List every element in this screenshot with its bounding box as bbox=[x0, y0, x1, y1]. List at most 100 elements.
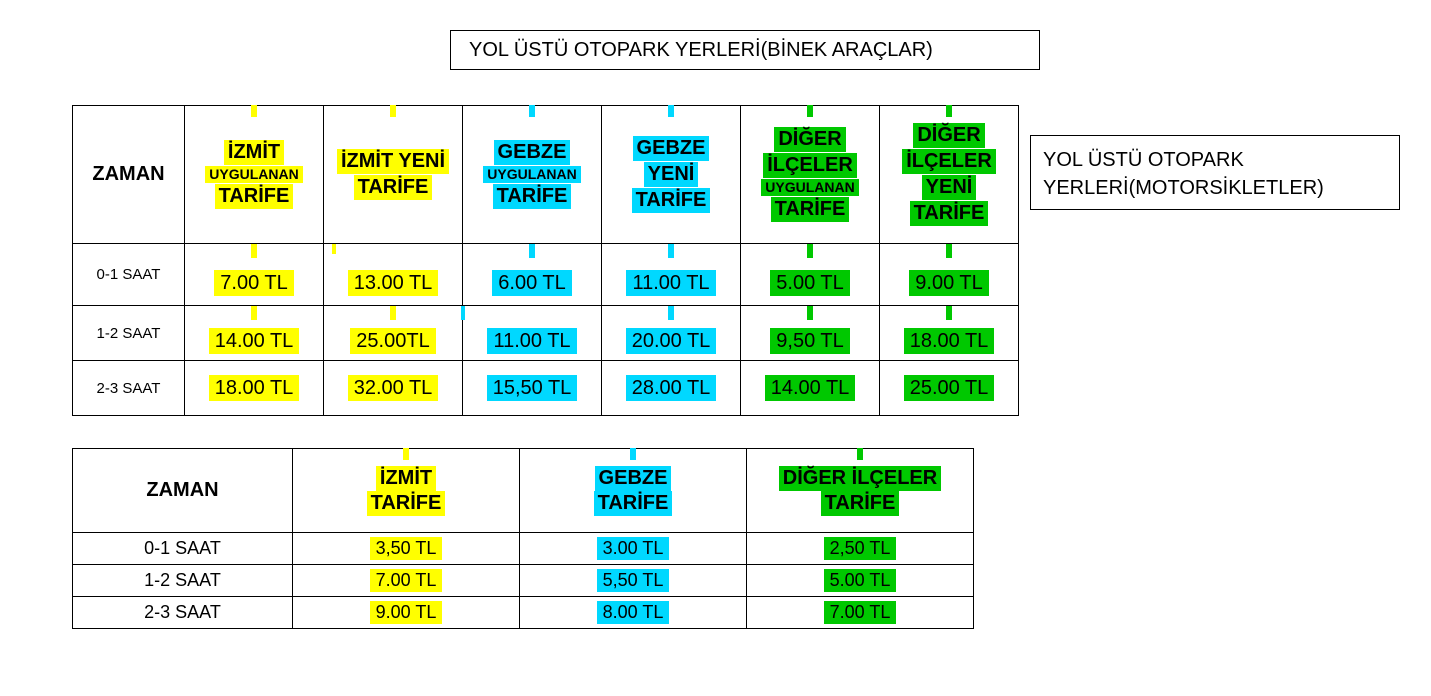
time-label: 2-3 SAAT bbox=[73, 597, 293, 629]
price-value: 5.00 TL bbox=[824, 569, 897, 592]
title-box: YOL ÜSTÜ OTOPARK YERLERİ(BİNEK ARAÇLAR) bbox=[450, 30, 1040, 70]
tick-icon bbox=[390, 105, 396, 117]
col-head-gebze-tarife: GEBZETARİFE bbox=[520, 449, 747, 533]
col-head-izmit-uygulanan: İZMİTUYGULANANTARİFE bbox=[185, 106, 324, 244]
col-head-diger-yeni: DİĞERİLÇELERYENİTARİFE bbox=[880, 106, 1019, 244]
price-cell: 14.00 TL bbox=[185, 306, 324, 361]
page: YOL ÜSTÜ OTOPARK YERLERİ(BİNEK ARAÇLAR) … bbox=[0, 0, 1431, 696]
price-value: 13.00 TL bbox=[348, 270, 439, 296]
col-head-line: İLÇELER bbox=[763, 153, 857, 178]
price-cell: 7.00 TL bbox=[747, 597, 974, 629]
price-cell: 32.00 TL bbox=[324, 361, 463, 416]
col-head-line: TARİFE bbox=[771, 197, 850, 222]
table-row: 0-1 SAAT7.00 TL13.00 TL6.00 TL11.00 TL5.… bbox=[73, 244, 1019, 306]
price-value: 18.00 TL bbox=[209, 375, 300, 401]
price-cell: 3.00 TL bbox=[520, 533, 747, 565]
col-head-lines: DİĞERİLÇELERUYGULANANTARİFE bbox=[742, 127, 878, 223]
title-text: YOL ÜSTÜ OTOPARK YERLERİ(BİNEK ARAÇLAR) bbox=[469, 39, 933, 62]
table-row: 2-3 SAAT 18.00 TL 32.00 TL15,50 TL 28.00 TL… bbox=[73, 361, 1019, 416]
col-head-lines: DİĞER İLÇELERTARİFE bbox=[748, 466, 972, 516]
col-head-lines: İZMİTTARİFE bbox=[294, 466, 518, 516]
price-value: 6.00 TL bbox=[492, 270, 571, 296]
col-head-line: TARİFE bbox=[821, 491, 900, 516]
time-label: 1-2 SAAT bbox=[73, 565, 293, 597]
price-cell: 15,50 TL bbox=[463, 361, 602, 416]
price-cell: 20.00 TL bbox=[602, 306, 741, 361]
price-value: 11.00 TL bbox=[626, 270, 715, 296]
price-value: 7.00 TL bbox=[370, 569, 443, 592]
col-head-line: DİĞER bbox=[913, 123, 984, 148]
price-value: 9.00 TL bbox=[909, 270, 988, 296]
col-head-line: UYGULANAN bbox=[205, 166, 302, 184]
col-head-lines: DİĞERİLÇELERYENİTARİFE bbox=[881, 123, 1017, 226]
tick-icon bbox=[807, 105, 813, 117]
price-cell: 11.00 TL bbox=[463, 306, 602, 361]
price-cell: 9,50 TL bbox=[741, 306, 880, 361]
price-value: 20.00 TL bbox=[626, 328, 717, 354]
side-box-text: YOL ÜSTÜ OTOPARK YERLERİ(MOTORSİKLETLER) bbox=[1043, 149, 1324, 199]
tick-icon bbox=[946, 306, 952, 320]
tick-icon bbox=[668, 306, 674, 320]
tick-icon bbox=[630, 448, 636, 460]
col-head-line: İZMİT bbox=[224, 140, 284, 165]
price-value: 5,50 TL bbox=[597, 569, 670, 592]
time-label: 1-2 SAAT bbox=[73, 306, 185, 361]
price-cell: 13.00 TL bbox=[324, 244, 463, 306]
price-cell: 5.00 TL bbox=[747, 565, 974, 597]
price-value: 7.00 TL bbox=[824, 601, 897, 624]
price-cell: 6.00 TL bbox=[463, 244, 602, 306]
tick-icon bbox=[251, 306, 257, 320]
tick-icon bbox=[390, 306, 396, 320]
price-cell: 8.00 TL bbox=[520, 597, 747, 629]
col-head-lines: İZMİTUYGULANANTARİFE bbox=[186, 140, 322, 210]
side-box: YOL ÜSTÜ OTOPARK YERLERİ(MOTORSİKLETLER) bbox=[1030, 135, 1400, 210]
price-cell: 5,50 TL bbox=[520, 565, 747, 597]
tick-icon bbox=[529, 244, 535, 258]
table-cars-header-row: ZAMAN İZMİTUYGULANANTARİFEİZMİT YENİTARİ… bbox=[73, 106, 1019, 244]
col-head-line: DİĞER bbox=[774, 127, 845, 152]
tick-icon bbox=[332, 244, 336, 254]
col-head-lines: GEBZETARİFE bbox=[521, 466, 745, 516]
price-cell: 25.00TL bbox=[324, 306, 463, 361]
col-head-diger-uygulanan: DİĞERİLÇELERUYGULANANTARİFE bbox=[741, 106, 880, 244]
table-moto: ZAMAN İZMİTTARİFEGEBZETARİFEDİĞER İLÇELE… bbox=[72, 448, 974, 629]
col-head-line: İZMİT bbox=[376, 466, 436, 491]
price-cell: 3,50 TL bbox=[293, 533, 520, 565]
tick-icon bbox=[251, 244, 257, 258]
price-cell: 7.00 TL bbox=[293, 565, 520, 597]
col-head-line: TARİFE bbox=[594, 491, 673, 516]
time-label: 2-3 SAAT bbox=[73, 361, 185, 416]
col-head-line: GEBZE bbox=[494, 140, 571, 165]
price-value: 28.00 TL bbox=[626, 375, 717, 401]
col-head-diger-tarife: DİĞER İLÇELERTARİFE bbox=[747, 449, 974, 533]
price-cell: 11.00 TL bbox=[602, 244, 741, 306]
col-head-izmit-yeni: İZMİT YENİTARİFE bbox=[324, 106, 463, 244]
tick-icon bbox=[403, 448, 409, 460]
table-row: 0-1 SAAT3,50 TL3.00 TL2,50 TL bbox=[73, 533, 974, 565]
col-head-gebze-uygulanan: GEBZEUYGULANANTARİFE bbox=[463, 106, 602, 244]
col-head-gebze-yeni: GEBZEYENİTARİFE bbox=[602, 106, 741, 244]
col-head-line: TARİFE bbox=[354, 175, 433, 200]
col-head-lines: İZMİT YENİTARİFE bbox=[325, 149, 461, 200]
price-cell: 28.00 TL bbox=[602, 361, 741, 416]
price-cell: 25.00 TL bbox=[880, 361, 1019, 416]
price-cell: 14.00 TL bbox=[741, 361, 880, 416]
col-head-line: UYGULANAN bbox=[483, 166, 580, 184]
price-value: 8.00 TL bbox=[597, 601, 670, 624]
col-head-line: UYGULANAN bbox=[761, 179, 858, 197]
price-value: 14.00 TL bbox=[765, 375, 856, 401]
tick-icon bbox=[857, 448, 863, 460]
tick-icon bbox=[461, 306, 465, 320]
table-row: 2-3 SAAT9.00 TL8.00 TL7.00 TL bbox=[73, 597, 974, 629]
tick-icon bbox=[807, 244, 813, 258]
col-head-line: YENİ bbox=[922, 175, 977, 200]
tick-icon bbox=[807, 306, 813, 320]
price-value: 7.00 TL bbox=[214, 270, 293, 296]
price-value: 25.00 TL bbox=[904, 375, 995, 401]
time-label: 0-1 SAAT bbox=[73, 533, 293, 565]
tick-icon bbox=[529, 105, 535, 117]
col-head-line: TARİFE bbox=[367, 491, 446, 516]
table-moto-header-row: ZAMAN İZMİTTARİFEGEBZETARİFEDİĞER İLÇELE… bbox=[73, 449, 974, 533]
col-head-line: TARİFE bbox=[910, 201, 989, 226]
col-head-izmit-tarife: İZMİTTARİFE bbox=[293, 449, 520, 533]
